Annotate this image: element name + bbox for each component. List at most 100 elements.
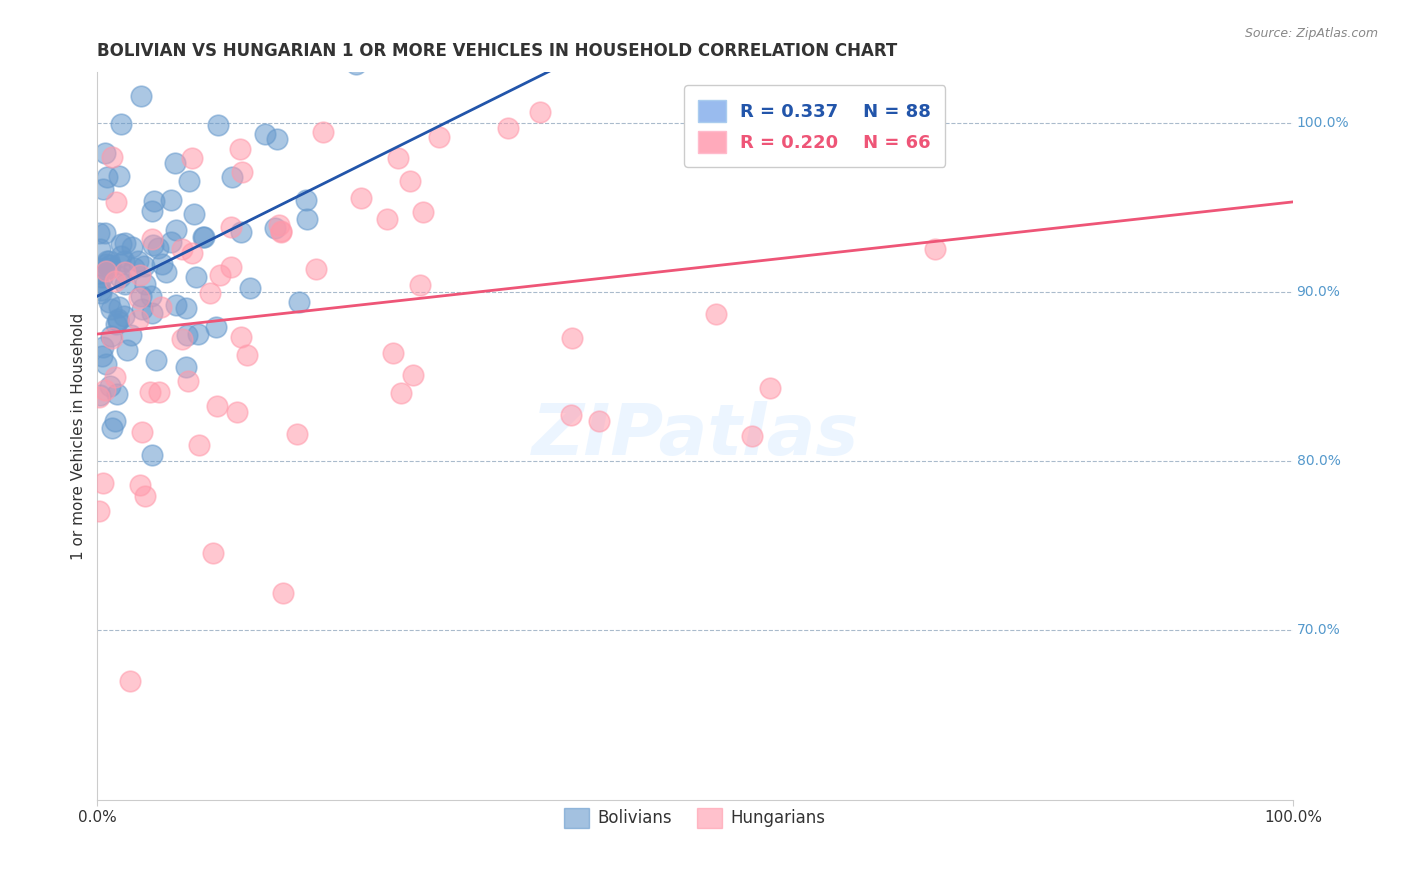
Point — [312, 125, 335, 139]
Point — [87, 278, 110, 293]
Point — [181, 151, 204, 165]
Point — [87, 391, 110, 405]
Point — [270, 224, 292, 238]
Point — [91, 475, 114, 490]
Point — [93, 226, 115, 240]
Point — [120, 674, 142, 689]
Point — [529, 105, 551, 120]
Point — [97, 261, 120, 276]
Point — [231, 165, 253, 179]
Point — [127, 254, 149, 268]
Point — [184, 270, 207, 285]
Point — [202, 546, 225, 560]
Point — [141, 203, 163, 218]
Point — [98, 258, 121, 272]
Point — [104, 274, 127, 288]
Point — [236, 348, 259, 362]
Point — [179, 174, 201, 188]
Point — [90, 283, 112, 297]
Text: 70.0%: 70.0% — [1296, 624, 1340, 638]
Point — [94, 146, 117, 161]
Point — [104, 414, 127, 428]
Point — [399, 174, 422, 188]
Text: 100.0%: 100.0% — [1296, 116, 1350, 130]
Point — [176, 374, 198, 388]
Point — [229, 142, 252, 156]
Point — [160, 193, 183, 207]
Text: BOLIVIAN VS HUNGARIAN 1 OR MORE VEHICLES IN HOUSEHOLD CORRELATION CHART: BOLIVIAN VS HUNGARIAN 1 OR MORE VEHICLES… — [97, 42, 897, 60]
Point — [207, 119, 229, 133]
Point — [129, 268, 152, 283]
Point — [107, 311, 129, 326]
Point — [108, 300, 131, 314]
Point — [90, 261, 112, 276]
Point — [98, 253, 121, 268]
Point — [110, 117, 132, 131]
Point — [107, 313, 129, 327]
Point — [231, 330, 253, 344]
Point — [165, 156, 187, 170]
Point — [110, 236, 132, 251]
Point — [758, 381, 780, 395]
Point — [389, 385, 412, 400]
Point — [146, 241, 169, 255]
Point — [89, 266, 111, 280]
Point — [91, 269, 114, 284]
Point — [496, 121, 519, 136]
Point — [172, 332, 194, 346]
Point — [271, 586, 294, 600]
Point — [266, 131, 288, 145]
Point — [121, 240, 143, 254]
Point — [924, 242, 946, 256]
Point — [350, 191, 373, 205]
Point — [193, 230, 215, 244]
Point — [239, 281, 262, 295]
Point — [141, 448, 163, 462]
Point — [288, 295, 311, 310]
Point — [104, 195, 127, 210]
Point — [93, 340, 115, 354]
Point — [112, 309, 135, 323]
Text: ZIPatlas: ZIPatlas — [531, 401, 859, 470]
Point — [134, 489, 156, 503]
Point — [128, 291, 150, 305]
Point — [412, 205, 434, 219]
Point — [100, 329, 122, 343]
Text: 80.0%: 80.0% — [1296, 454, 1340, 468]
Point — [588, 415, 610, 429]
Point — [270, 225, 292, 239]
Point — [150, 257, 173, 271]
Point — [165, 223, 187, 237]
Point — [409, 278, 432, 293]
Point — [105, 387, 128, 401]
Point — [183, 207, 205, 221]
Point — [226, 405, 249, 419]
Point — [205, 319, 228, 334]
Point — [145, 353, 167, 368]
Point — [305, 261, 328, 276]
Point — [89, 388, 111, 402]
Point — [96, 357, 118, 371]
Point — [134, 277, 156, 292]
Point — [94, 383, 117, 397]
Point — [108, 257, 131, 271]
Point — [87, 504, 110, 518]
Point — [295, 211, 318, 226]
Point — [89, 242, 111, 256]
Point — [120, 327, 142, 342]
Point — [101, 150, 124, 164]
Point — [254, 127, 277, 141]
Point — [159, 235, 181, 250]
Point — [139, 289, 162, 303]
Point — [104, 370, 127, 384]
Text: 90.0%: 90.0% — [1296, 285, 1340, 299]
Point — [155, 265, 177, 279]
Point — [129, 289, 152, 303]
Point — [174, 301, 197, 315]
Point — [375, 211, 398, 226]
Point — [138, 384, 160, 399]
Point — [100, 301, 122, 316]
Point — [561, 331, 583, 345]
Point — [129, 88, 152, 103]
Point — [191, 230, 214, 244]
